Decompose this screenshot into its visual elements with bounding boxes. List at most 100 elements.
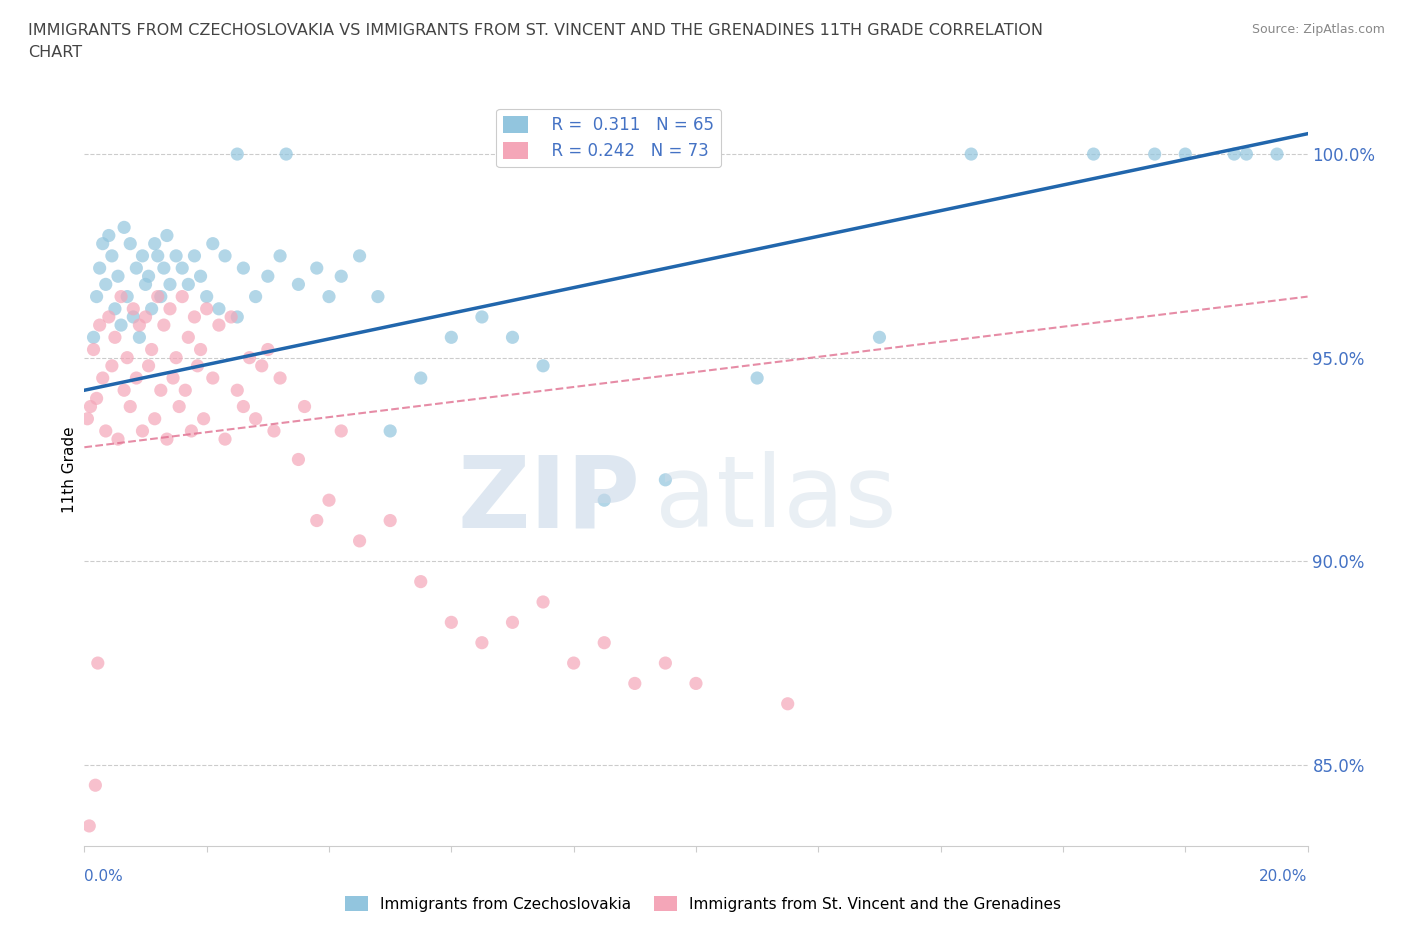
Point — [349, 534, 371, 549]
Point — [238, 351, 260, 365]
Point — [305, 513, 328, 528]
Point — [156, 432, 179, 446]
Point — [193, 411, 215, 426]
Point — [409, 370, 432, 385]
Point — [276, 147, 298, 162]
Point — [138, 358, 160, 373]
Point — [562, 656, 585, 671]
Point — [960, 147, 983, 162]
Text: CHART: CHART — [28, 45, 82, 60]
Point — [83, 342, 105, 357]
Point — [593, 635, 616, 650]
Point — [471, 635, 494, 650]
Point — [245, 411, 267, 426]
Point — [128, 330, 150, 345]
Point — [131, 248, 153, 263]
Point — [110, 289, 132, 304]
Point — [1143, 147, 1166, 162]
Point — [107, 269, 129, 284]
Point — [531, 594, 554, 609]
Point — [263, 423, 285, 438]
Point — [86, 391, 108, 405]
Point — [112, 219, 135, 234]
Point — [101, 248, 124, 263]
Point — [146, 289, 169, 304]
Text: 0.0%: 0.0% — [84, 869, 124, 883]
Point — [318, 493, 340, 508]
Point — [138, 269, 160, 284]
Point — [115, 289, 138, 304]
Point — [330, 269, 353, 284]
Point — [190, 342, 212, 357]
Point — [110, 318, 132, 333]
Point — [125, 370, 148, 385]
Point — [149, 289, 172, 304]
Point — [94, 277, 117, 292]
Point — [869, 330, 891, 345]
Point — [214, 248, 236, 263]
Point — [269, 370, 291, 385]
Point — [183, 310, 205, 325]
Point — [159, 277, 181, 292]
Y-axis label: 11th Grade: 11th Grade — [62, 426, 77, 513]
Point — [97, 310, 120, 325]
Point — [165, 351, 187, 365]
Point — [131, 423, 153, 438]
Point — [76, 411, 98, 426]
Point — [219, 310, 242, 325]
Point — [1236, 147, 1258, 162]
Point — [305, 260, 328, 275]
Point — [747, 370, 769, 385]
Point — [89, 318, 111, 333]
Point — [214, 432, 236, 446]
Point — [125, 260, 148, 275]
Point — [104, 330, 127, 345]
Point — [685, 676, 707, 691]
Point — [1265, 147, 1288, 162]
Point — [174, 383, 197, 398]
Point — [269, 248, 291, 263]
Point — [104, 301, 127, 316]
Text: ZIP: ZIP — [458, 451, 641, 549]
Point — [294, 399, 316, 414]
Point — [624, 676, 647, 691]
Point — [122, 301, 145, 316]
Point — [208, 301, 231, 316]
Point — [165, 248, 187, 263]
Point — [186, 358, 208, 373]
Point — [287, 277, 309, 292]
Point — [531, 358, 554, 373]
Point — [654, 656, 676, 671]
Point — [502, 615, 524, 630]
Point — [183, 248, 205, 263]
Point — [367, 289, 389, 304]
Point — [120, 236, 142, 251]
Point — [128, 318, 150, 333]
Point — [440, 330, 463, 345]
Text: IMMIGRANTS FROM CZECHOSLOVAKIA VS IMMIGRANTS FROM ST. VINCENT AND THE GRENADINES: IMMIGRANTS FROM CZECHOSLOVAKIA VS IMMIGR… — [28, 23, 1043, 38]
Point — [97, 228, 120, 243]
Point — [226, 147, 249, 162]
Point — [1174, 147, 1197, 162]
Point — [87, 656, 110, 671]
Point — [654, 472, 676, 487]
Point — [177, 277, 200, 292]
Point — [153, 260, 176, 275]
Point — [226, 310, 249, 325]
Point — [115, 351, 138, 365]
Point — [172, 289, 194, 304]
Point — [380, 423, 402, 438]
Point — [190, 269, 212, 284]
Point — [156, 228, 179, 243]
Point — [502, 330, 524, 345]
Point — [77, 818, 100, 833]
Point — [153, 318, 176, 333]
Point — [107, 432, 129, 446]
Point — [245, 289, 267, 304]
Point — [135, 310, 157, 325]
Text: Source: ZipAtlas.com: Source: ZipAtlas.com — [1251, 23, 1385, 36]
Point — [318, 289, 340, 304]
Point — [440, 615, 463, 630]
Text: atlas: atlas — [655, 451, 896, 549]
Point — [84, 777, 107, 792]
